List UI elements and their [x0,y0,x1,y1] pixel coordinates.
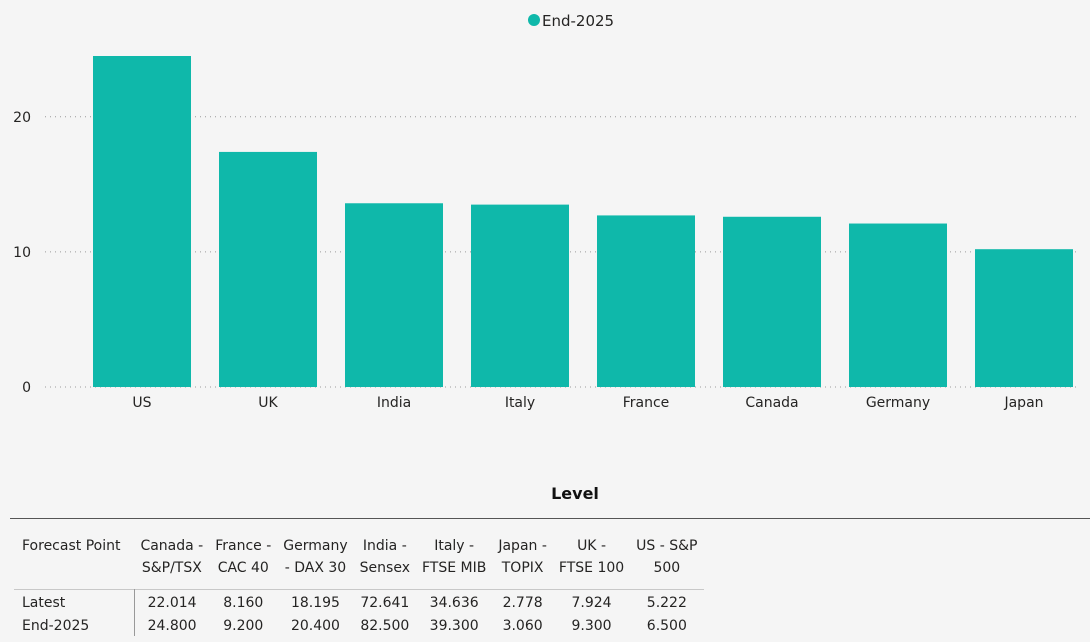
column-header-line: FTSE 100 [558,560,625,576]
bar-japan[interactable] [975,249,1073,387]
table-cell: 72.641 [360,595,410,611]
column-header[interactable]: Canada - S&P/TSX [134,535,209,590]
table-cell: 5.222 [646,595,687,611]
table-cell: 34.636 [429,595,479,611]
column-header-line: - DAX 30 [284,560,347,576]
column-header-line: CAC 40 [217,560,269,576]
column-header[interactable]: Germany - DAX 30 [277,535,353,590]
table-cell: 39.300 [429,618,479,634]
column-header[interactable]: Japan - TOPIX [492,535,553,590]
table-title: Level [551,484,599,503]
column-header-line: 500 [653,560,681,576]
column-header-line: Germany [283,538,348,554]
bar-india[interactable] [345,203,443,387]
bar-italy[interactable] [471,204,569,387]
column-header-line: TOPIX [501,560,544,576]
table-row: Latest 22.014 8.160 18.195 72.641 34.636 2.778… [14,589,704,613]
bar-canada[interactable] [723,216,821,387]
bar-chart: 0 10 20 US UK India Italy France Canada Germany J… [13,12,1078,411]
x-tick-label: US [132,395,151,411]
row-label: Latest [14,589,135,613]
column-header-line: Japan - [498,538,547,554]
table-cell: 8.160 [223,595,264,611]
table-cell: 9.200 [223,618,264,634]
y-tick-label: 20 [13,110,31,126]
table-cell: 18.195 [290,595,340,611]
table-header-row: Forecast Point Canada - S&P/TSX France - CAC… [14,535,704,590]
x-tick-label: Canada [745,395,798,411]
table-cell: 2.778 [502,595,543,611]
bar-france[interactable] [597,215,695,387]
table-cell: 3.060 [502,618,543,634]
legend-marker [528,14,540,26]
x-tick-label: Germany [866,395,930,411]
column-header[interactable]: UK - FTSE 100 [553,535,630,590]
y-tick-label: 10 [13,245,31,261]
table-cell: 20.400 [290,618,340,634]
bar-uk[interactable] [219,151,317,387]
table-cell: 9.300 [571,618,612,634]
x-tick-label: UK [258,395,278,411]
row-label: End-2025 [14,613,135,636]
column-header-line: Italy - [434,538,475,554]
y-axis-ticks: 0 10 20 [13,110,31,396]
column-header[interactable]: Italy - FTSE MIB [416,535,492,590]
x-tick-label: India [377,395,411,411]
table-cell: 7.924 [571,595,612,611]
column-header[interactable]: Forecast Point [14,535,134,590]
column-header-line: Forecast Point [22,538,121,554]
column-header-line: India - [362,538,407,554]
column-header[interactable]: France - CAC 40 [209,535,277,590]
column-header-line: S&P/TSX [141,560,202,576]
levels-table: Forecast Point Canada - S&P/TSX France - CAC… [14,535,704,636]
column-header[interactable]: US - S&P 500 [630,535,703,590]
table-cell: 82.500 [360,618,410,634]
bar-us[interactable] [93,56,191,387]
column-header-line: FTSE MIB [421,560,487,576]
x-tick-label: Japan [1003,395,1043,411]
table-cell: 22.014 [147,595,197,611]
y-tick-label: 0 [22,380,31,396]
table-cell: 6.500 [646,618,687,634]
column-header-line: UK - [577,538,606,554]
legend-label: End-2025 [542,12,614,30]
bars [93,56,1073,387]
x-tick-label: France [623,395,670,411]
table-body: Latest 22.014 8.160 18.195 72.641 34.636 2.778… [14,589,704,636]
table-cell: 24.800 [147,618,197,634]
bar-germany[interactable] [849,223,947,387]
legend[interactable]: End-2025 [528,12,614,30]
column-header-line: France - [215,538,272,554]
x-tick-label: Italy [505,395,535,411]
column-header[interactable]: India - Sensex [354,535,416,590]
table-divider [10,518,1090,519]
table-row: End-2025 24.800 9.200 20.400 82.500 39.300 3.0… [14,613,704,636]
column-header-line: Sensex [359,560,410,576]
x-axis-ticks: US UK India Italy France Canada Germany Japan [132,395,1043,411]
column-header-line: US - S&P [636,538,698,554]
column-header-line: Canada - [140,538,204,554]
